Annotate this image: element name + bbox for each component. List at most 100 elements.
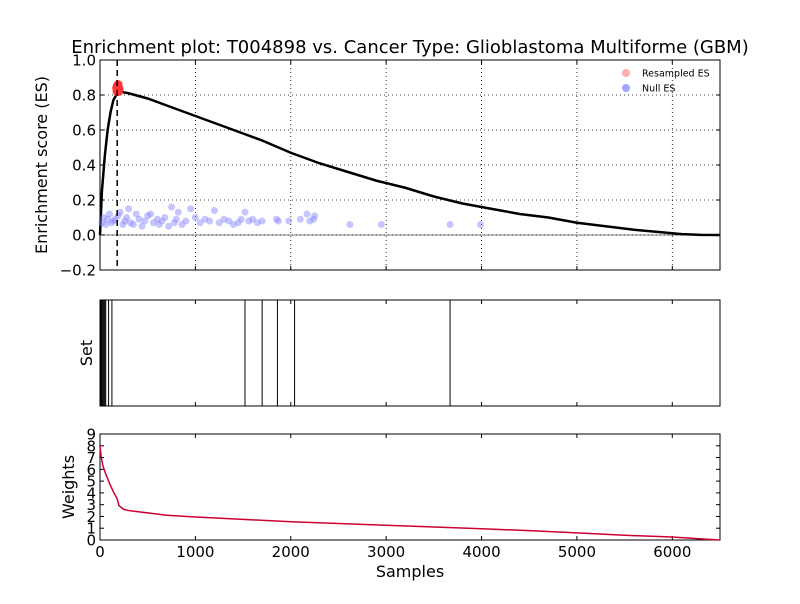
x-tick-label: 4000 <box>462 543 500 561</box>
enrichment-y-tick-label: 0.4 <box>72 157 96 175</box>
enrichment-y-tick-label: 0.6 <box>72 122 96 140</box>
null-es-point <box>121 217 129 225</box>
x-tick-label: 5000 <box>558 543 596 561</box>
null-es-point <box>225 217 233 225</box>
null-es-point <box>149 219 157 227</box>
null-es-point <box>116 208 124 216</box>
null-es-point <box>187 205 195 213</box>
null-es-point <box>107 219 115 227</box>
null-es-point <box>201 215 209 223</box>
weights-y-tick-label: 1 <box>86 520 96 538</box>
enrichment-y-tick-label: 0.8 <box>72 87 96 105</box>
set-y-label: Set <box>77 340 96 366</box>
null-es-point <box>144 212 152 220</box>
null-es-point <box>135 215 143 223</box>
weights-y-tick-label: 4 <box>86 484 96 502</box>
null-es-point <box>106 210 114 218</box>
null-es-point <box>206 217 214 225</box>
null-es-point <box>306 217 314 225</box>
null-es-point <box>346 221 354 228</box>
null-es-point <box>119 221 127 228</box>
null-es-point <box>196 219 204 227</box>
null-es-point <box>172 215 180 223</box>
x-axis-label: Samples <box>376 562 444 581</box>
null-es-point <box>125 205 133 213</box>
set-axes-frame <box>99 299 721 407</box>
null-es-point <box>230 221 238 228</box>
null-es-point <box>446 221 454 228</box>
null-es-point <box>102 221 110 228</box>
null-es-point <box>168 203 176 211</box>
null-es-point <box>258 217 266 225</box>
legend-marker <box>622 69 630 77</box>
null-es-point <box>178 221 186 228</box>
null-es-point <box>274 217 282 225</box>
null-es-point <box>220 215 228 223</box>
null-es-point <box>141 217 149 225</box>
null-es-point <box>234 219 242 227</box>
weights-axes-frame <box>99 433 721 541</box>
weights-y-tick-label: 0 <box>86 532 96 550</box>
null-es-point <box>123 214 131 221</box>
null-es-point <box>129 221 137 228</box>
null-es-point <box>138 222 146 230</box>
weights-y-tick-label: 8 <box>86 437 96 455</box>
legend-label: Resampled ES <box>642 69 710 80</box>
legend-marker <box>622 84 630 92</box>
null-es-point <box>114 212 122 220</box>
null-es-point <box>253 219 261 227</box>
null-es-point <box>210 207 218 214</box>
weights-y-tick-label: 5 <box>86 473 96 491</box>
null-es-point <box>245 217 253 225</box>
null-es-point <box>285 217 293 225</box>
x-tick-label: 6000 <box>653 543 691 561</box>
x-tick-label: 3000 <box>367 543 405 561</box>
weights-y-tick-label: 7 <box>86 449 96 467</box>
null-es-point <box>158 217 166 225</box>
null-es-point <box>98 219 106 227</box>
enrichment-y-label: Enrichment score (ES) <box>32 76 51 254</box>
null-es-point <box>215 219 223 227</box>
enrichment-y-tick-label: −0.2 <box>60 262 96 280</box>
weights-series-line <box>99 445 721 541</box>
null-es-point <box>310 215 318 223</box>
resampled-es-point <box>112 85 122 95</box>
chart-title: Enrichment plot: T004898 vs. Cancer Type… <box>71 37 749 58</box>
null-es-point <box>311 212 319 220</box>
x-tick-label: 0 <box>95 543 105 561</box>
null-es-point <box>170 219 178 227</box>
legend-label: Null ES <box>642 84 675 95</box>
null-es-point <box>165 222 173 230</box>
enrichment-y-tick-label: 1.0 <box>72 52 96 70</box>
null-es-point <box>296 215 304 223</box>
null-es-point <box>147 210 155 218</box>
weights-y-tick-label: 3 <box>86 496 96 514</box>
null-es-point <box>241 208 249 216</box>
x-tick-label: 2000 <box>272 543 310 561</box>
enrichment-y-tick-label: 0.0 <box>72 227 96 245</box>
null-es-point <box>182 217 190 225</box>
null-es-point <box>109 217 117 225</box>
null-es-point <box>303 210 311 218</box>
weights-y-tick-label: 9 <box>86 426 96 444</box>
null-es-point <box>272 215 280 223</box>
null-es-point <box>249 215 257 223</box>
weights-y-tick-label: 6 <box>86 461 96 479</box>
null-es-point <box>477 221 485 228</box>
null-es-point <box>237 215 245 223</box>
null-es-point <box>104 215 112 223</box>
weights-y-label: Weights <box>59 455 78 519</box>
enrichment-y-tick-label: 0.2 <box>72 192 96 210</box>
x-tick-label: 1000 <box>176 543 214 561</box>
null-es-point <box>155 221 163 228</box>
null-es-point <box>191 214 199 221</box>
null-es-point <box>161 214 169 221</box>
null-es-point <box>377 221 385 228</box>
weights-y-tick-label: 2 <box>86 508 96 526</box>
enrichment-series-line <box>98 90 721 237</box>
null-es-point <box>100 214 108 221</box>
null-es-point <box>132 210 140 218</box>
null-es-point <box>127 219 135 227</box>
